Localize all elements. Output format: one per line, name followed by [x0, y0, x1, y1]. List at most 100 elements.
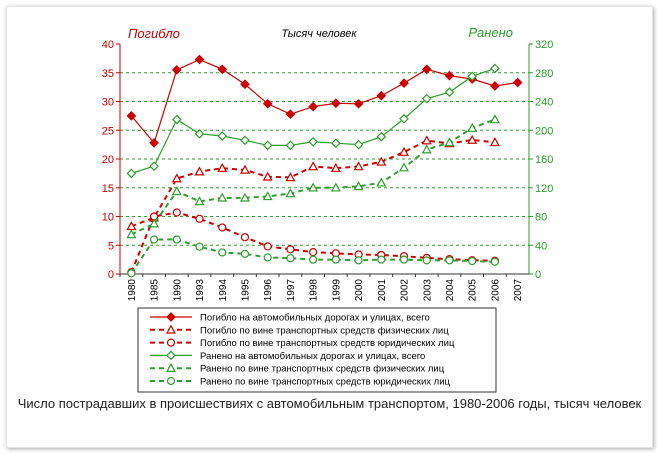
legend-entry: Ранено по вине транспортных средств физи…	[150, 362, 445, 375]
right-tick-label: 40	[535, 240, 547, 252]
x-tick-label: 1985	[150, 279, 161, 302]
axes-layer: 0 5 10 15 20 25 30 35 40 0 40 80 120 160 200 240 280 320 1…	[102, 39, 554, 301]
data-point	[331, 138, 341, 149]
series-3	[127, 208, 500, 277]
data-point	[285, 109, 296, 119]
data-point	[376, 131, 387, 142]
legend-entry: Ранено на автомобильных дорогах и улицах…	[150, 350, 425, 362]
data-point	[353, 181, 364, 191]
data-point	[308, 182, 319, 192]
x-tick-label: 1998	[309, 279, 320, 302]
data-point	[149, 161, 159, 172]
data-point	[217, 64, 228, 75]
data-point	[194, 196, 205, 206]
data-point	[399, 113, 409, 124]
data-point	[399, 162, 410, 172]
data-point	[468, 256, 477, 266]
data-point	[262, 171, 273, 181]
data-point	[239, 164, 250, 174]
left-tick-label: 15	[102, 183, 114, 195]
left-tick-label: 35	[102, 68, 114, 80]
legend-entry: Погибло по вине транспортных средств физ…	[150, 324, 449, 336]
data-point	[171, 186, 182, 196]
left-tick-label: 5	[108, 240, 114, 252]
left-tick-label: 10	[102, 212, 114, 224]
data-point	[353, 98, 364, 109]
left-tick-label: 20	[102, 154, 114, 166]
data-point	[171, 65, 182, 75]
right-tick-label: 80	[535, 212, 547, 224]
data-point	[149, 235, 159, 244]
data-point	[354, 256, 363, 265]
legend-marker	[166, 312, 176, 322]
data-point	[149, 138, 159, 148]
data-point	[195, 214, 204, 223]
data-point	[217, 192, 228, 202]
data-point	[308, 136, 318, 147]
data-point	[421, 93, 432, 104]
data-point	[309, 248, 318, 257]
series-5	[126, 114, 500, 239]
data-point	[331, 255, 340, 264]
data-point	[286, 254, 295, 263]
series-1	[126, 54, 523, 148]
data-point	[218, 248, 227, 257]
data-point	[263, 242, 272, 251]
data-point	[399, 146, 410, 156]
data-point	[285, 188, 296, 198]
data-point	[194, 166, 205, 176]
data-point	[217, 131, 228, 141]
data-point	[376, 156, 387, 166]
right-tick-label: 160	[535, 154, 553, 166]
legend-label: Погибло по вине транспортных средств физ…	[200, 325, 449, 336]
legend: Погибло на автомобильных дорогах и улица…	[137, 307, 497, 393]
data-point	[239, 192, 250, 202]
data-point	[467, 134, 478, 144]
right-tick-label: 0	[535, 269, 541, 281]
data-point	[353, 139, 364, 150]
chart-title: Тысяч человек	[281, 28, 357, 40]
legend-box	[137, 307, 497, 393]
x-tick-label: 2004	[445, 279, 456, 302]
right-tick-label: 280	[535, 68, 553, 80]
x-tick-label: 2005	[468, 279, 479, 302]
data-point	[218, 223, 227, 232]
series-layer	[126, 54, 523, 278]
data-point	[421, 135, 432, 145]
x-tick-label: 1997	[286, 279, 297, 302]
x-tick-label: 1990	[172, 279, 183, 302]
x-tick-label: 1996	[263, 279, 274, 302]
data-point	[330, 182, 341, 192]
legend-entry: Ранено по вине транспортных средств юрид…	[150, 377, 451, 388]
data-point	[240, 233, 250, 242]
legend-marker	[165, 362, 177, 372]
left-tick-label: 30	[102, 97, 114, 109]
data-point	[444, 137, 455, 147]
data-point	[240, 249, 250, 258]
data-point	[309, 255, 318, 264]
data-point	[149, 218, 160, 228]
series-line	[131, 67, 496, 174]
data-point	[286, 245, 295, 254]
left-axis-label: Погибло	[128, 26, 180, 41]
legend-label: Ранено на автомобильных дорогах и улицах…	[200, 351, 425, 362]
legend-label: Ранено по вине транспортных средств юрид…	[200, 377, 451, 388]
data-point	[467, 71, 478, 82]
legend-marker	[166, 350, 176, 361]
x-tick-label: 1980	[127, 279, 138, 302]
data-point	[240, 135, 250, 146]
data-point	[127, 269, 136, 278]
data-point	[194, 128, 205, 139]
data-point	[376, 177, 387, 187]
data-point	[126, 229, 137, 239]
right-tick-label: 200	[535, 125, 553, 137]
data-point	[263, 253, 272, 262]
data-point	[171, 173, 182, 183]
left-tick-label: 0	[108, 269, 114, 281]
x-tick-label: 1993	[195, 279, 206, 302]
data-point	[512, 77, 523, 88]
series-2	[126, 134, 500, 231]
data-point	[262, 98, 273, 109]
legend-label: Ранено по вине транспортных средств физи…	[200, 364, 445, 375]
data-point	[330, 162, 341, 172]
